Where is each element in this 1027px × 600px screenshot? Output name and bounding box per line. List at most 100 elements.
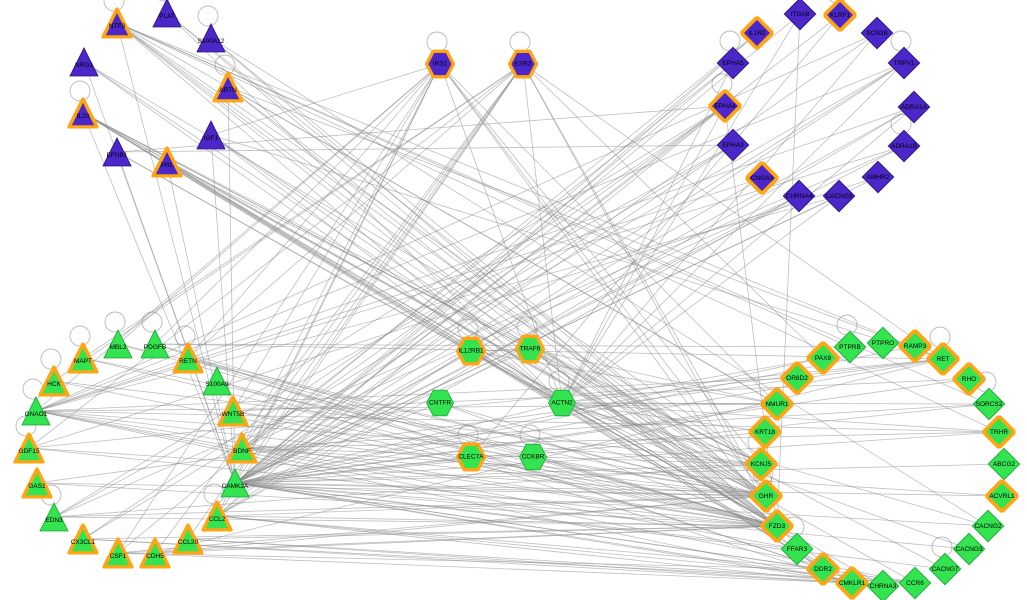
node-actn2[interactable]: ACTN2 xyxy=(547,388,577,418)
edge[interactable] xyxy=(53,495,767,518)
node-klrf1[interactable]: KLRF1 xyxy=(823,0,857,32)
node-retn[interactable]: RETN xyxy=(172,342,204,374)
node-gdf15[interactable]: GDF15 xyxy=(13,432,45,464)
self-loop-edge[interactable] xyxy=(154,0,174,2)
edge[interactable] xyxy=(35,177,763,412)
node-adra1b[interactable]: ADRA1B xyxy=(887,129,921,163)
node-il20[interactable]: IL20 xyxy=(67,97,99,129)
self-loop-edge[interactable] xyxy=(141,311,163,333)
edge[interactable] xyxy=(241,195,800,449)
edge[interactable] xyxy=(234,195,800,484)
edge[interactable] xyxy=(35,410,853,584)
node-ptpro[interactable]: PTPRO xyxy=(866,326,900,360)
node-ntf3[interactable]: NTF3 xyxy=(101,7,133,39)
edge[interactable] xyxy=(35,410,767,497)
node-kcnj5[interactable]: KCNJ5 xyxy=(744,447,778,481)
node-esr2[interactable]: ESR2 xyxy=(508,49,538,79)
edge[interactable] xyxy=(36,482,778,527)
node-epha5[interactable]: EPHA5 xyxy=(716,46,750,80)
node-cnga3[interactable]: CNGA3 xyxy=(745,161,779,195)
node-pdgfb[interactable]: PDGFB xyxy=(140,329,171,360)
edge[interactable] xyxy=(117,63,441,345)
edge[interactable] xyxy=(439,63,762,465)
self-loop-edge[interactable] xyxy=(174,325,196,347)
edge[interactable] xyxy=(210,63,441,136)
edge[interactable] xyxy=(241,403,990,449)
edge[interactable] xyxy=(83,61,762,465)
edge[interactable] xyxy=(53,516,778,527)
edge[interactable] xyxy=(82,357,778,527)
edge[interactable] xyxy=(210,37,767,497)
edge[interactable] xyxy=(82,112,824,570)
edge[interactable] xyxy=(522,63,778,527)
edge[interactable] xyxy=(234,482,1003,497)
edge[interactable] xyxy=(216,63,524,517)
edge[interactable] xyxy=(232,63,441,412)
node-adra1a[interactable]: ADRA1A xyxy=(897,90,931,124)
edge[interactable] xyxy=(439,63,778,405)
edge[interactable] xyxy=(234,482,989,527)
edge[interactable] xyxy=(529,348,762,465)
self-loop-edge[interactable] xyxy=(214,54,236,76)
node-clec7a[interactable]: CLEC7A xyxy=(456,442,486,472)
edge[interactable] xyxy=(561,402,884,587)
node-il1r2[interactable]: IL1R2 xyxy=(740,16,774,50)
node-epha4[interactable]: EPHA4 xyxy=(708,89,742,123)
edge[interactable] xyxy=(234,402,563,484)
edge[interactable] xyxy=(522,63,824,359)
node-trhr[interactable]: TRHR xyxy=(982,415,1016,449)
node-cckbr[interactable]: CCKBR xyxy=(518,442,548,472)
edge[interactable] xyxy=(216,105,726,517)
edge[interactable] xyxy=(82,538,916,584)
node-s100a9[interactable]: S100A9 xyxy=(202,366,233,397)
edge[interactable] xyxy=(234,357,824,484)
edge[interactable] xyxy=(210,134,563,404)
edge[interactable] xyxy=(166,161,762,465)
edge[interactable] xyxy=(522,63,767,497)
edge[interactable] xyxy=(117,63,441,554)
edge[interactable] xyxy=(561,358,944,404)
edge[interactable] xyxy=(116,22,944,360)
edge[interactable] xyxy=(82,112,916,584)
node-igf1[interactable]: IGF1 xyxy=(196,120,227,151)
edge[interactable] xyxy=(439,402,778,527)
edge[interactable] xyxy=(529,348,767,497)
edge[interactable] xyxy=(216,106,915,517)
edge[interactable] xyxy=(234,482,778,527)
edge[interactable] xyxy=(35,195,840,412)
self-loop-edge[interactable] xyxy=(69,325,91,347)
edge[interactable] xyxy=(216,380,853,584)
node-hck[interactable]: HCK xyxy=(38,365,70,397)
node-ghr[interactable]: GHR xyxy=(749,479,783,513)
edge[interactable] xyxy=(561,402,767,497)
edge[interactable] xyxy=(154,343,851,348)
node-ptprb[interactable]: PTPRB xyxy=(833,330,867,364)
node-gnao1[interactable]: GNAO1 xyxy=(21,396,52,427)
edge[interactable] xyxy=(187,525,778,540)
node-il12rb1[interactable]: IL12RB1 xyxy=(456,336,486,366)
edge[interactable] xyxy=(82,63,524,359)
edge[interactable] xyxy=(234,144,734,484)
edge[interactable] xyxy=(561,402,766,433)
node-krt18[interactable]: KRT18 xyxy=(748,415,782,449)
edge[interactable] xyxy=(561,62,734,404)
edge[interactable] xyxy=(232,410,778,527)
edge[interactable] xyxy=(117,32,758,554)
node-trpv1[interactable]: TRPV1 xyxy=(887,46,921,80)
edge[interactable] xyxy=(216,495,767,517)
edge[interactable] xyxy=(154,495,767,554)
edge[interactable] xyxy=(561,195,840,404)
edge[interactable] xyxy=(154,358,944,554)
node-amhr2[interactable]: AMHR2 xyxy=(861,160,895,194)
edge[interactable] xyxy=(227,86,944,360)
node-acvrl1[interactable]: ACVRL1 xyxy=(985,479,1019,513)
edge[interactable] xyxy=(117,552,824,570)
node-chrna3[interactable]: CHRNA3 xyxy=(866,569,900,600)
edge[interactable] xyxy=(187,63,441,359)
edge[interactable] xyxy=(561,13,801,404)
node-gas1[interactable]: GAS1 xyxy=(21,467,53,499)
node-traf6[interactable]: TRAF6 xyxy=(515,334,545,364)
node-nrg1[interactable]: NRG1 xyxy=(69,47,100,78)
node-s100a12[interactable]: S100A12 xyxy=(196,23,227,54)
edge[interactable] xyxy=(154,525,778,554)
